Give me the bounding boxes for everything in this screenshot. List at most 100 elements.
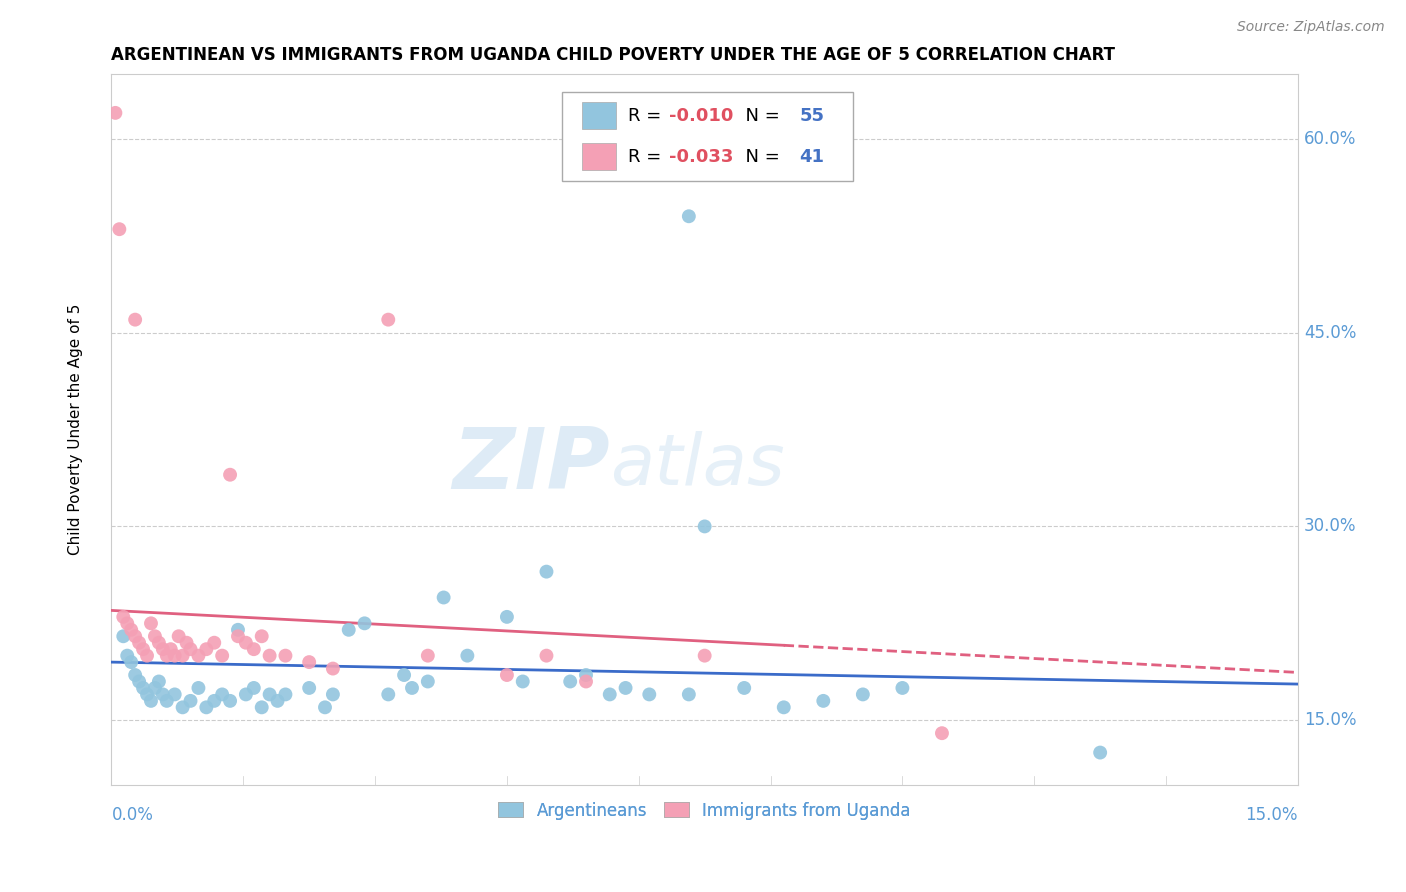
Point (180, 694, 202, 708)
Point (322, 687, 344, 701)
Point (401, 681, 423, 695)
Point (132, 681, 155, 695)
Point (180, 642, 202, 657)
Point (243, 642, 266, 657)
Point (931, 726, 953, 740)
Text: 41: 41 (800, 148, 824, 166)
Point (176, 636, 198, 650)
Point (416, 674, 439, 689)
Text: atlas: atlas (610, 431, 785, 500)
Point (128, 674, 150, 689)
Point (120, 623, 142, 637)
Point (614, 681, 637, 695)
Text: ZIP: ZIP (453, 424, 610, 507)
Point (235, 636, 257, 650)
Point (117, 648, 139, 663)
Point (250, 629, 273, 643)
Point (496, 668, 519, 682)
Text: 60.0%: 60.0% (1303, 129, 1357, 148)
Point (377, 687, 399, 701)
Point (678, 209, 700, 223)
Text: 45.0%: 45.0% (1303, 324, 1357, 342)
Point (575, 668, 598, 682)
Point (813, 694, 835, 708)
Point (772, 700, 794, 714)
Point (259, 648, 281, 663)
Point (163, 687, 186, 701)
Point (314, 700, 336, 714)
Text: N =: N = (734, 148, 786, 166)
Point (211, 648, 233, 663)
Point (219, 467, 242, 482)
FancyBboxPatch shape (582, 103, 616, 129)
Point (202, 694, 225, 708)
Point (259, 687, 281, 701)
Point (377, 312, 399, 326)
Text: Source: ZipAtlas.com: Source: ZipAtlas.com (1237, 20, 1385, 34)
Point (152, 642, 174, 657)
Point (167, 629, 190, 643)
Point (496, 610, 519, 624)
Point (202, 636, 225, 650)
Text: -0.033: -0.033 (669, 148, 734, 166)
Point (250, 700, 273, 714)
Point (156, 648, 179, 663)
Point (852, 687, 875, 701)
Point (124, 668, 146, 682)
Point (560, 674, 582, 689)
Point (108, 222, 131, 236)
Point (575, 674, 598, 689)
Text: R =: R = (627, 148, 666, 166)
Point (274, 687, 297, 701)
Point (211, 687, 233, 701)
Point (172, 648, 194, 663)
Point (678, 687, 700, 701)
Point (172, 700, 194, 714)
Point (416, 648, 439, 663)
Point (243, 681, 266, 695)
Point (693, 648, 716, 663)
Point (891, 681, 914, 695)
Point (235, 687, 257, 701)
Text: 15.0%: 15.0% (1303, 711, 1357, 730)
Text: 55: 55 (800, 107, 824, 125)
Point (512, 674, 534, 689)
Point (136, 648, 159, 663)
Point (139, 694, 162, 708)
Text: 30.0%: 30.0% (1303, 517, 1357, 535)
Point (128, 636, 150, 650)
Point (226, 629, 249, 643)
Text: ARGENTINEAN VS IMMIGRANTS FROM UGANDA CHILD POVERTY UNDER THE AGE OF 5 CORRELATI: ARGENTINEAN VS IMMIGRANTS FROM UGANDA CH… (111, 46, 1115, 64)
Point (195, 700, 218, 714)
Point (124, 629, 146, 643)
Point (148, 636, 170, 650)
Point (159, 642, 181, 657)
Point (536, 648, 558, 663)
Point (274, 648, 297, 663)
Point (1088, 746, 1111, 760)
FancyBboxPatch shape (562, 92, 853, 181)
Point (143, 629, 166, 643)
Point (219, 694, 242, 708)
Point (337, 623, 360, 637)
Point (266, 694, 288, 708)
Point (733, 681, 755, 695)
Point (136, 687, 159, 701)
Point (112, 610, 135, 624)
Text: N =: N = (734, 107, 786, 125)
Point (226, 623, 249, 637)
Point (353, 616, 375, 631)
Point (433, 591, 456, 605)
Point (392, 668, 415, 682)
FancyBboxPatch shape (582, 144, 616, 170)
Point (298, 681, 321, 695)
Point (195, 642, 218, 657)
Point (139, 616, 162, 631)
Point (156, 694, 179, 708)
Point (599, 687, 621, 701)
Point (143, 681, 166, 695)
Text: 15.0%: 15.0% (1246, 806, 1298, 824)
Point (104, 106, 127, 120)
Point (693, 519, 716, 533)
Point (163, 648, 186, 663)
